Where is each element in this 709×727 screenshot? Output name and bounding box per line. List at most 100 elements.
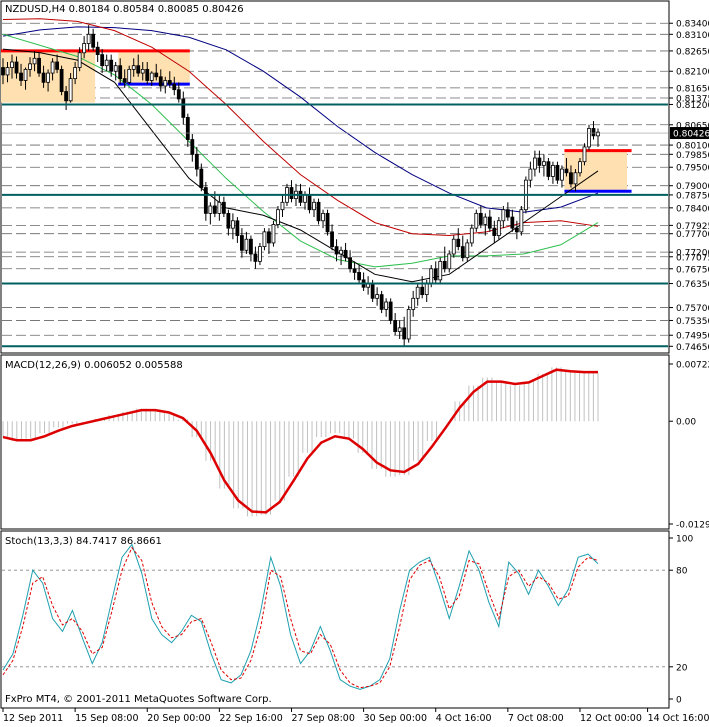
- time-tick-label: 15 Sep 08:00: [75, 713, 138, 723]
- candle-body: [375, 294, 380, 299]
- candle-body: [73, 67, 78, 80]
- candle-body: [113, 65, 118, 72]
- candle-body: [474, 212, 479, 229]
- macd-tick-label: 0.00722: [676, 361, 709, 371]
- candle-body: [555, 164, 560, 181]
- candle-body: [82, 43, 87, 54]
- candle-body: [208, 205, 213, 214]
- candle-body: [519, 209, 524, 233]
- candle-body: [104, 59, 109, 67]
- candle-body: [542, 161, 546, 166]
- candle-body: [244, 238, 249, 251]
- candle-body: [483, 216, 488, 225]
- candle-body: [492, 227, 497, 236]
- candle-body: [249, 238, 253, 255]
- candle-body: [10, 61, 14, 68]
- candle-body: [307, 194, 312, 211]
- candle-body: [217, 201, 222, 214]
- candle-body: [32, 57, 37, 65]
- candle-body: [235, 220, 240, 236]
- price-chart-title: NZDUSD,H4 0.80184 0.80584 0.80085 0.8042…: [5, 4, 244, 15]
- candle-body: [505, 209, 510, 218]
- candle-body: [172, 83, 177, 91]
- price-tick-label: 0.81375: [676, 95, 709, 105]
- candle-body: [573, 172, 578, 185]
- candle-body: [68, 78, 73, 102]
- candle-body: [388, 301, 393, 321]
- price-pane-frame: [0, 0, 670, 354]
- candle-body: [496, 220, 501, 236]
- candle-body: [181, 98, 186, 118]
- candle-body: [415, 286, 420, 299]
- candle-body: [402, 327, 407, 340]
- candle-body: [140, 68, 145, 74]
- candle-body: [258, 246, 262, 262]
- candle-body: [14, 61, 19, 74]
- candle-body: [537, 157, 542, 166]
- candle-body: [393, 320, 398, 332]
- candle-body: [37, 57, 41, 74]
- candle-body: [194, 153, 199, 170]
- candle-body: [149, 72, 154, 81]
- candle-body: [424, 283, 429, 296]
- candle-body: [551, 164, 555, 177]
- stoch-tick-label: 0: [676, 696, 682, 706]
- time-tick-label: 22 Sep 16:00: [219, 713, 282, 723]
- candle-body: [28, 63, 32, 70]
- candle-body: [95, 46, 100, 56]
- candle-body: [199, 168, 204, 188]
- stoch-pane-frame: [0, 530, 670, 709]
- candle-body: [591, 128, 596, 137]
- time-tick-label: 4 Oct 16:00: [436, 713, 492, 723]
- candle-body: [136, 65, 141, 74]
- candle-body: [438, 260, 443, 281]
- candle-body: [122, 78, 127, 83]
- candle-body: [158, 76, 163, 87]
- candle-body: [176, 89, 181, 100]
- candle-body: [528, 168, 533, 181]
- candle-body: [118, 65, 123, 80]
- candle-body: [280, 201, 285, 211]
- candle-body: [447, 253, 452, 270]
- candle-body: [240, 235, 244, 251]
- stoch-tick-label: 20: [676, 663, 688, 673]
- candle-body: [478, 212, 483, 225]
- candle-body: [127, 68, 132, 83]
- stoch-tick-label: 100: [676, 535, 693, 545]
- candle-body: [330, 231, 334, 248]
- candle-body: [348, 257, 352, 270]
- time-tick-label: 12 Oct 00:00: [580, 713, 642, 723]
- candle-body: [298, 190, 303, 203]
- candle-body: [212, 205, 217, 214]
- candle-body: [352, 268, 357, 273]
- stoch-main-line: [2, 543, 599, 690]
- candle-body: [77, 52, 82, 68]
- candle-body: [46, 72, 50, 83]
- candle-body: [131, 65, 136, 70]
- range-box: [564, 150, 628, 192]
- candle-body: [5, 67, 10, 76]
- candle-body: [271, 224, 276, 244]
- current-price-tag: [670, 127, 709, 140]
- candle-body: [289, 187, 294, 200]
- candle-body: [253, 253, 258, 262]
- candle-body: [145, 68, 150, 81]
- current-price-label: 0.80426: [673, 130, 709, 140]
- candle-body: [343, 249, 348, 259]
- candle-body: [442, 260, 447, 270]
- macd-signal-line: [2, 368, 598, 514]
